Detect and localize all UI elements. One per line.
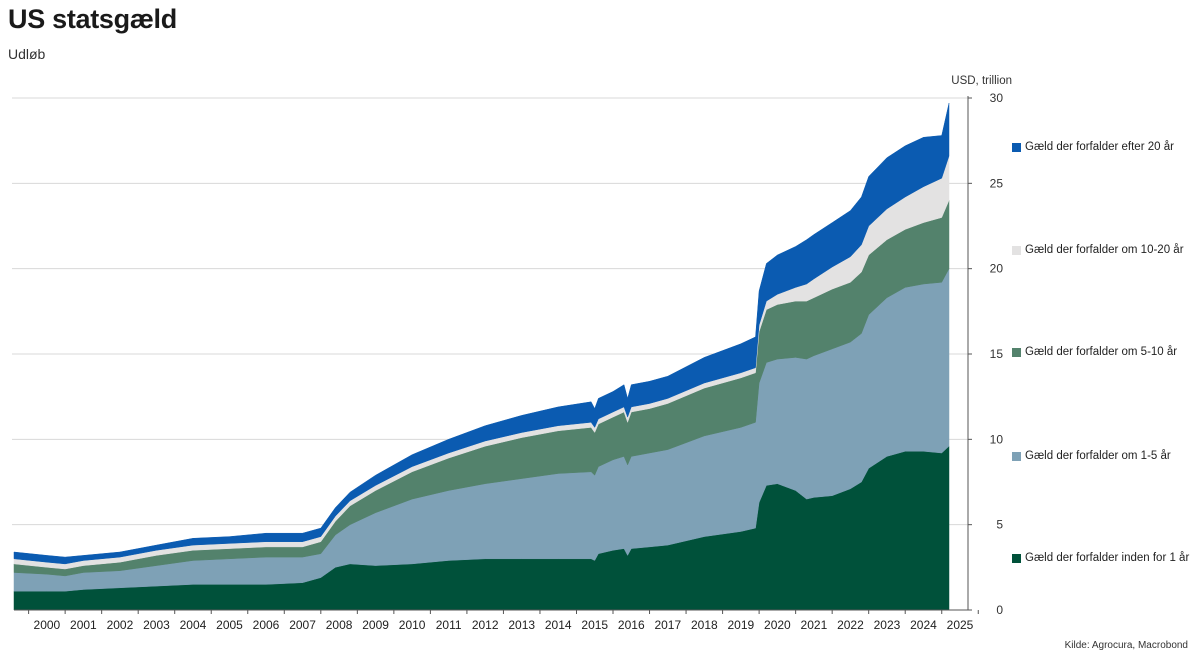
- x-tick-label: 2025: [947, 618, 974, 632]
- x-tick-label: 2006: [253, 618, 280, 632]
- x-tick-label: 2001: [70, 618, 97, 632]
- legend-item: Gæld der forfalder om 10-20 år: [1012, 244, 1184, 256]
- chart-title: US statsgæld: [8, 4, 177, 34]
- chart-subtitle: Udløb: [8, 46, 46, 62]
- legend-swatch: [1012, 347, 1021, 357]
- y-tick-label: 20: [990, 262, 1004, 276]
- legend-label: Gæld der forfalder om 1-5 år: [1025, 450, 1171, 462]
- source-note: Kilde: Agrocura, Macrobond: [1064, 640, 1188, 651]
- x-tick-label: 2019: [727, 618, 754, 632]
- x-tick-label: 2018: [691, 618, 718, 632]
- x-tick-label: 2013: [508, 618, 535, 632]
- x-tick-label: 2005: [216, 618, 243, 632]
- x-tick-label: 2022: [837, 618, 864, 632]
- legend-item: Gæld der forfalder om 1-5 år: [1012, 450, 1171, 462]
- legend-item: Gæld der forfalder om 5-10 år: [1012, 346, 1177, 358]
- x-tick-label: 2024: [910, 618, 937, 632]
- y-tick-label: 15: [990, 347, 1004, 361]
- legend-swatch: [1012, 451, 1021, 461]
- x-tick-label: 2023: [874, 618, 901, 632]
- x-tick-label: 2011: [436, 618, 462, 632]
- legend-label: Gæld der forfalder om 5-10 år: [1025, 346, 1178, 358]
- y-tick-label: 25: [990, 176, 1004, 190]
- legend-swatch: [1012, 142, 1021, 152]
- x-tick-label: 2002: [107, 618, 134, 632]
- legend-swatch: [1012, 553, 1021, 563]
- y-tick-label: 30: [990, 91, 1004, 105]
- x-tick-label: 2004: [180, 618, 207, 632]
- x-tick-label: 2010: [399, 618, 426, 632]
- legend-label: Gæld der forfalder inden for 1 år: [1025, 552, 1190, 564]
- y-tick-label: 0: [996, 603, 1003, 617]
- x-tick-label: 2008: [326, 618, 353, 632]
- y-tick-label: 5: [996, 518, 1003, 532]
- y-axis-label: USD, trillion: [951, 75, 1012, 87]
- x-tick-label: 2003: [143, 618, 170, 632]
- x-tick-label: 2020: [764, 618, 791, 632]
- x-tick-label: 2016: [618, 618, 645, 632]
- legend-label: Gæld der forfalder om 10-20 år: [1025, 244, 1184, 256]
- x-tick-label: 2012: [472, 618, 499, 632]
- x-tick-label: 2015: [581, 618, 608, 632]
- legend-swatch: [1012, 245, 1021, 255]
- y-tick-label: 10: [990, 432, 1004, 446]
- x-tick-label: 2014: [545, 618, 572, 632]
- x-tick-label: 2017: [654, 618, 681, 632]
- legend-label: Gæld der forfalder efter 20 år: [1025, 141, 1174, 153]
- series-area-5: [13, 103, 950, 565]
- x-tick-label: 2000: [34, 618, 61, 632]
- x-tick-label: 2007: [289, 618, 316, 632]
- legend-item: Gæld der forfalder inden for 1 år: [1012, 552, 1189, 564]
- legend-item: Gæld der forfalder efter 20 år: [1012, 141, 1174, 153]
- x-tick-label: 2021: [801, 618, 828, 632]
- x-tick-label: 2009: [362, 618, 389, 632]
